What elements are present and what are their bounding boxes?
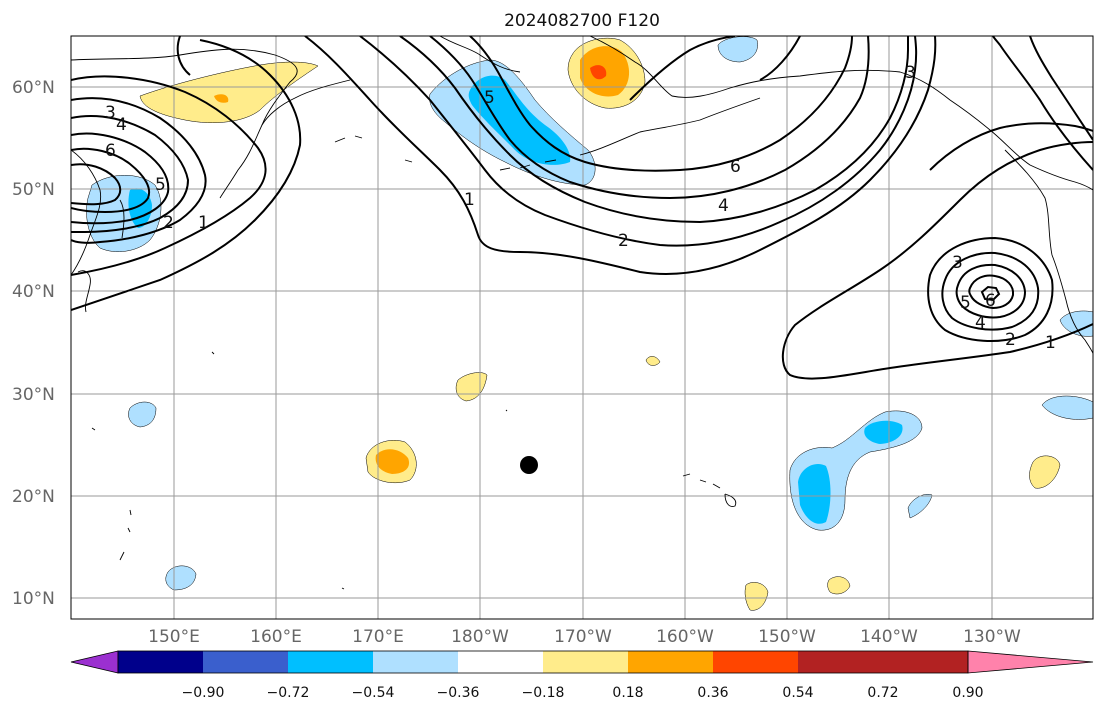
lon-label: 170°E	[352, 627, 404, 647]
lon-label: 150°W	[758, 627, 816, 647]
contour-label: 6	[730, 157, 741, 177]
lon-label: 150°E	[148, 627, 200, 647]
contour-label: 1	[198, 213, 209, 233]
contour-label: 3	[905, 63, 916, 83]
lat-label: 50°N	[12, 180, 55, 200]
storm-marker	[520, 456, 538, 474]
colorbar-segment	[628, 651, 713, 673]
contour-labels: 3 4 6 5 2 1 5 1 6 4 2 3 3 5 6 4 2 1	[105, 63, 1056, 353]
colorbar-tick-label: −0.90	[182, 685, 225, 701]
colorbar-tick-label: 0.90	[952, 685, 983, 701]
colorbar-tick-label: −0.72	[267, 685, 310, 701]
contour-label: 5	[484, 88, 495, 108]
lon-label: 170°W	[554, 627, 612, 647]
colorbar-outline	[117, 650, 969, 674]
lon-label: 130°W	[963, 627, 1021, 647]
lat-label: 20°N	[12, 487, 55, 507]
lon-label: 160°W	[656, 627, 714, 647]
lon-label: 180°W	[451, 627, 509, 647]
lat-label: 40°N	[12, 282, 55, 302]
contour-label: 1	[464, 190, 475, 210]
lon-label: 140°W	[860, 627, 918, 647]
longitude-labels: 150°E 160°E 170°E 180°W 170°W 160°W 150°…	[148, 627, 1021, 647]
contour-label: 2	[163, 213, 174, 233]
map-title: 2024082700 F120	[504, 11, 660, 31]
contour-label: 4	[116, 115, 127, 135]
contour-label: 1	[1045, 333, 1056, 353]
colorbar-extend-high-tip	[967, 650, 1094, 674]
colorbar-tick-label: −0.54	[352, 685, 395, 701]
anomaly-kamchatka	[139, 61, 319, 123]
contour-label: 6	[985, 291, 996, 311]
colorbar-extend-low	[70, 650, 119, 674]
colorbar-segment	[118, 651, 203, 673]
lat-label: 60°N	[12, 78, 55, 98]
colorbar-segment	[288, 651, 373, 673]
colorbar-tick-label: 0.54	[782, 685, 813, 701]
contour-label: 5	[960, 293, 971, 313]
contour-label: 2	[618, 231, 629, 251]
contour-label: 4	[975, 313, 986, 333]
lat-label: 10°N	[12, 589, 55, 609]
map-frame	[70, 35, 1094, 620]
colorbar: −0.90 −0.72 −0.54 −0.36 −0.18 0.18 0.36 …	[70, 650, 1094, 701]
latitude-labels: 60°N 50°N 40°N 30°N 20°N 10°N	[12, 78, 55, 609]
contour-label: 3	[105, 103, 116, 123]
colorbar-segment-high	[883, 651, 968, 673]
contour-label: 3	[952, 253, 963, 273]
colorbar-segment	[373, 651, 458, 673]
colorbar-tick-label: −0.36	[437, 685, 480, 701]
lon-label: 160°E	[250, 627, 302, 647]
colorbar-segment	[458, 651, 543, 673]
colorbar-segment	[713, 651, 798, 673]
colorbar-segment	[543, 651, 628, 673]
anomaly-central-yellow	[455, 372, 488, 402]
lat-label: 30°N	[12, 385, 55, 405]
map-area	[71, 36, 1093, 619]
colorbar-tick-label: 0.72	[867, 685, 898, 701]
coastlines	[71, 36, 1093, 590]
colorbar-tick-label: −0.18	[522, 685, 565, 701]
colorbar-ticks: −0.90 −0.72 −0.54 −0.36 −0.18 0.18 0.36 …	[182, 685, 984, 701]
contour-label: 2	[1005, 330, 1016, 350]
anomaly-shading	[86, 36, 1093, 611]
contour-label: 5	[155, 175, 166, 195]
contour-label: 6	[105, 141, 116, 161]
colorbar-tick-label: 0.18	[612, 685, 643, 701]
colorbar-segment	[203, 651, 288, 673]
colorbar-segment	[798, 651, 883, 673]
colorbar-tick-label: 0.36	[697, 685, 728, 701]
contour-label: 4	[718, 196, 729, 216]
contour-lines	[71, 36, 1093, 380]
map-gridlines	[71, 36, 1093, 619]
